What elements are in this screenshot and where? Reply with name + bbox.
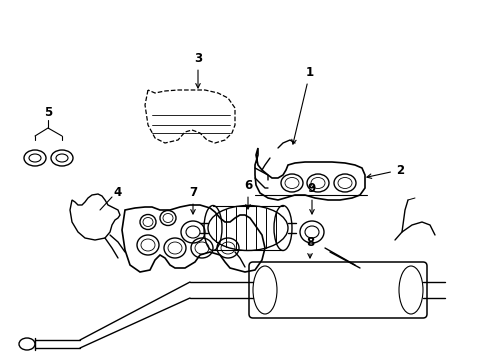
Text: 4: 4 bbox=[114, 185, 122, 198]
Text: 2: 2 bbox=[366, 163, 403, 179]
Text: 7: 7 bbox=[188, 185, 197, 214]
Text: 1: 1 bbox=[291, 66, 313, 144]
Text: 8: 8 bbox=[305, 235, 313, 258]
Text: 3: 3 bbox=[194, 51, 202, 88]
Text: 9: 9 bbox=[307, 181, 315, 214]
Text: 6: 6 bbox=[244, 179, 252, 209]
Text: 5: 5 bbox=[44, 105, 52, 118]
